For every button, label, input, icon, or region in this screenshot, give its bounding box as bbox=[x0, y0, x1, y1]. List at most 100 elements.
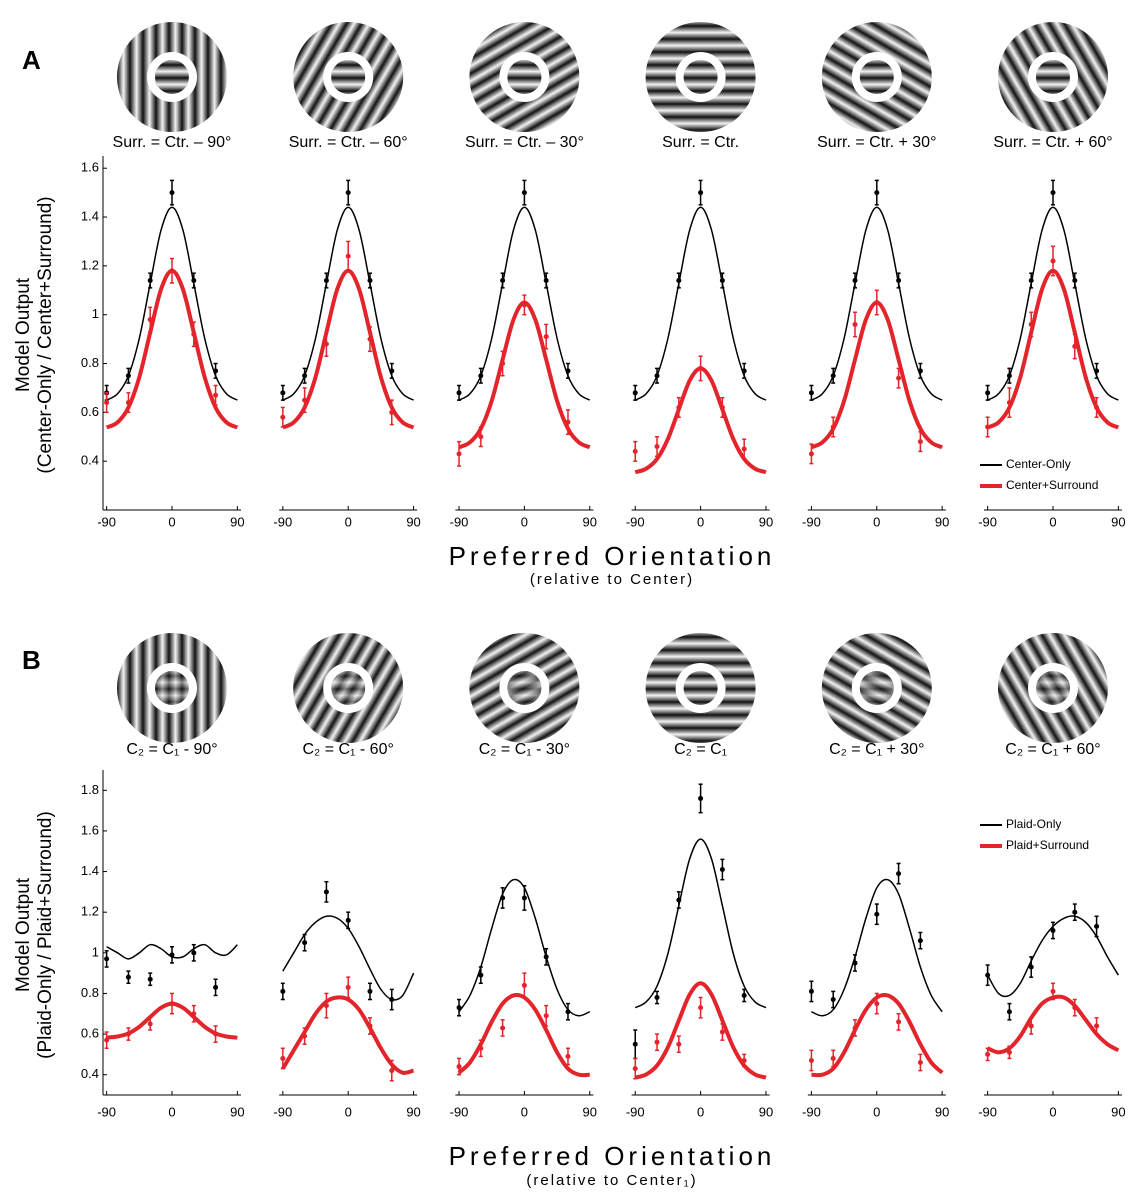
data-point bbox=[874, 911, 880, 917]
data-point bbox=[917, 368, 923, 374]
data-point bbox=[500, 1025, 506, 1031]
data-point bbox=[104, 400, 110, 406]
data-point bbox=[543, 1013, 549, 1019]
data-point bbox=[565, 1009, 571, 1015]
chart-title: Surr. = Ctr. + 60° bbox=[993, 134, 1112, 151]
data-point bbox=[125, 1031, 131, 1037]
data-point bbox=[1072, 1005, 1078, 1011]
x-tick-label: 0 bbox=[521, 514, 528, 529]
data-point bbox=[896, 278, 902, 284]
data-point bbox=[917, 1060, 923, 1065]
data-point bbox=[741, 1057, 747, 1063]
data-point bbox=[808, 988, 814, 994]
data-point bbox=[830, 997, 836, 1003]
chart-title: C₂ = C₁ + 30° bbox=[829, 741, 924, 758]
fit-curve bbox=[986, 268, 1120, 430]
data-point bbox=[896, 1019, 902, 1025]
fit-curve bbox=[105, 268, 239, 430]
gap-ring bbox=[675, 52, 726, 102]
data-point bbox=[741, 992, 747, 998]
stimulus-icon bbox=[998, 22, 1108, 132]
x-tick-label: -90 bbox=[450, 1104, 469, 1119]
data-point bbox=[500, 895, 506, 901]
data-point bbox=[741, 446, 747, 452]
data-point bbox=[478, 434, 484, 440]
data-point bbox=[1028, 964, 1034, 970]
data-point bbox=[565, 1053, 571, 1059]
center-grating-2 bbox=[683, 671, 718, 705]
x-axis-sublabel: (relative to Center₁) bbox=[526, 1172, 697, 1189]
data-point bbox=[125, 373, 131, 379]
panel-label: A bbox=[22, 45, 41, 75]
data-point bbox=[302, 940, 308, 946]
fit-curve bbox=[281, 268, 415, 430]
y-tick-label: 1.4 bbox=[81, 208, 99, 223]
data-point bbox=[654, 373, 660, 379]
data-point bbox=[169, 1001, 175, 1007]
x-tick-label: 90 bbox=[406, 514, 420, 529]
data-point bbox=[367, 988, 373, 994]
legend-label: Center-Only bbox=[1006, 457, 1071, 471]
data-point bbox=[302, 1033, 308, 1039]
data-point bbox=[874, 1001, 880, 1007]
data-point bbox=[147, 1021, 153, 1027]
y-tick-label: 1.6 bbox=[81, 160, 99, 175]
center-grating-2 bbox=[1036, 671, 1070, 705]
x-tick-label: -90 bbox=[978, 514, 997, 529]
y-tick-label: 0.8 bbox=[81, 985, 99, 1000]
fit-curve bbox=[811, 878, 943, 1017]
data-point bbox=[543, 278, 549, 284]
y-tick-label: 1.2 bbox=[81, 257, 99, 272]
x-tick-label: 90 bbox=[935, 514, 949, 529]
data-point bbox=[345, 253, 351, 259]
data-point bbox=[565, 419, 571, 425]
fit-curve bbox=[634, 838, 767, 1009]
chart-title: C₂ = C₁ - 30° bbox=[479, 741, 570, 758]
data-point bbox=[367, 1023, 373, 1029]
data-point bbox=[456, 1005, 462, 1011]
gap-ring bbox=[499, 52, 550, 102]
data-point bbox=[917, 439, 923, 445]
data-point bbox=[1028, 1023, 1034, 1029]
data-point bbox=[1094, 923, 1100, 929]
data-point bbox=[719, 867, 725, 873]
fit-curve bbox=[457, 993, 590, 1078]
data-point bbox=[985, 972, 991, 978]
data-point bbox=[698, 795, 704, 801]
x-tick-label: 90 bbox=[1111, 514, 1125, 529]
data-point bbox=[1006, 1009, 1012, 1015]
gap-ring bbox=[851, 663, 902, 713]
data-point bbox=[478, 972, 484, 978]
data-point bbox=[125, 400, 131, 406]
data-point bbox=[852, 321, 858, 327]
data-point bbox=[565, 368, 571, 374]
stimulus-icon bbox=[293, 22, 404, 132]
x-tick-label: -90 bbox=[802, 1104, 821, 1119]
data-point bbox=[389, 409, 395, 415]
data-point bbox=[456, 1064, 462, 1070]
chart-title: C₂ = C₁ - 60° bbox=[303, 741, 394, 758]
data-point bbox=[808, 1057, 814, 1063]
data-point bbox=[698, 365, 704, 371]
data-point bbox=[874, 299, 880, 305]
data-point bbox=[191, 1011, 197, 1017]
stimulus-icon bbox=[998, 633, 1108, 743]
x-tick-label: 0 bbox=[873, 514, 880, 529]
x-tick-label: -90 bbox=[273, 1104, 292, 1119]
data-point bbox=[830, 373, 836, 379]
data-point bbox=[456, 451, 462, 457]
data-point bbox=[478, 373, 484, 379]
data-point bbox=[632, 1041, 638, 1047]
data-point bbox=[852, 960, 858, 966]
x-tick-label: -90 bbox=[626, 1104, 645, 1119]
data-point bbox=[213, 984, 219, 990]
center-grating bbox=[859, 60, 894, 94]
data-point bbox=[280, 1055, 286, 1061]
x-tick-label: -90 bbox=[802, 514, 821, 529]
y-tick-label: 0.4 bbox=[81, 453, 99, 468]
gap-ring bbox=[1028, 663, 1078, 713]
data-point bbox=[632, 1066, 638, 1072]
data-point bbox=[896, 871, 902, 877]
x-tick-label: 0 bbox=[168, 1104, 175, 1119]
chart-title: C₂ = C₁ + 60° bbox=[1005, 741, 1100, 758]
